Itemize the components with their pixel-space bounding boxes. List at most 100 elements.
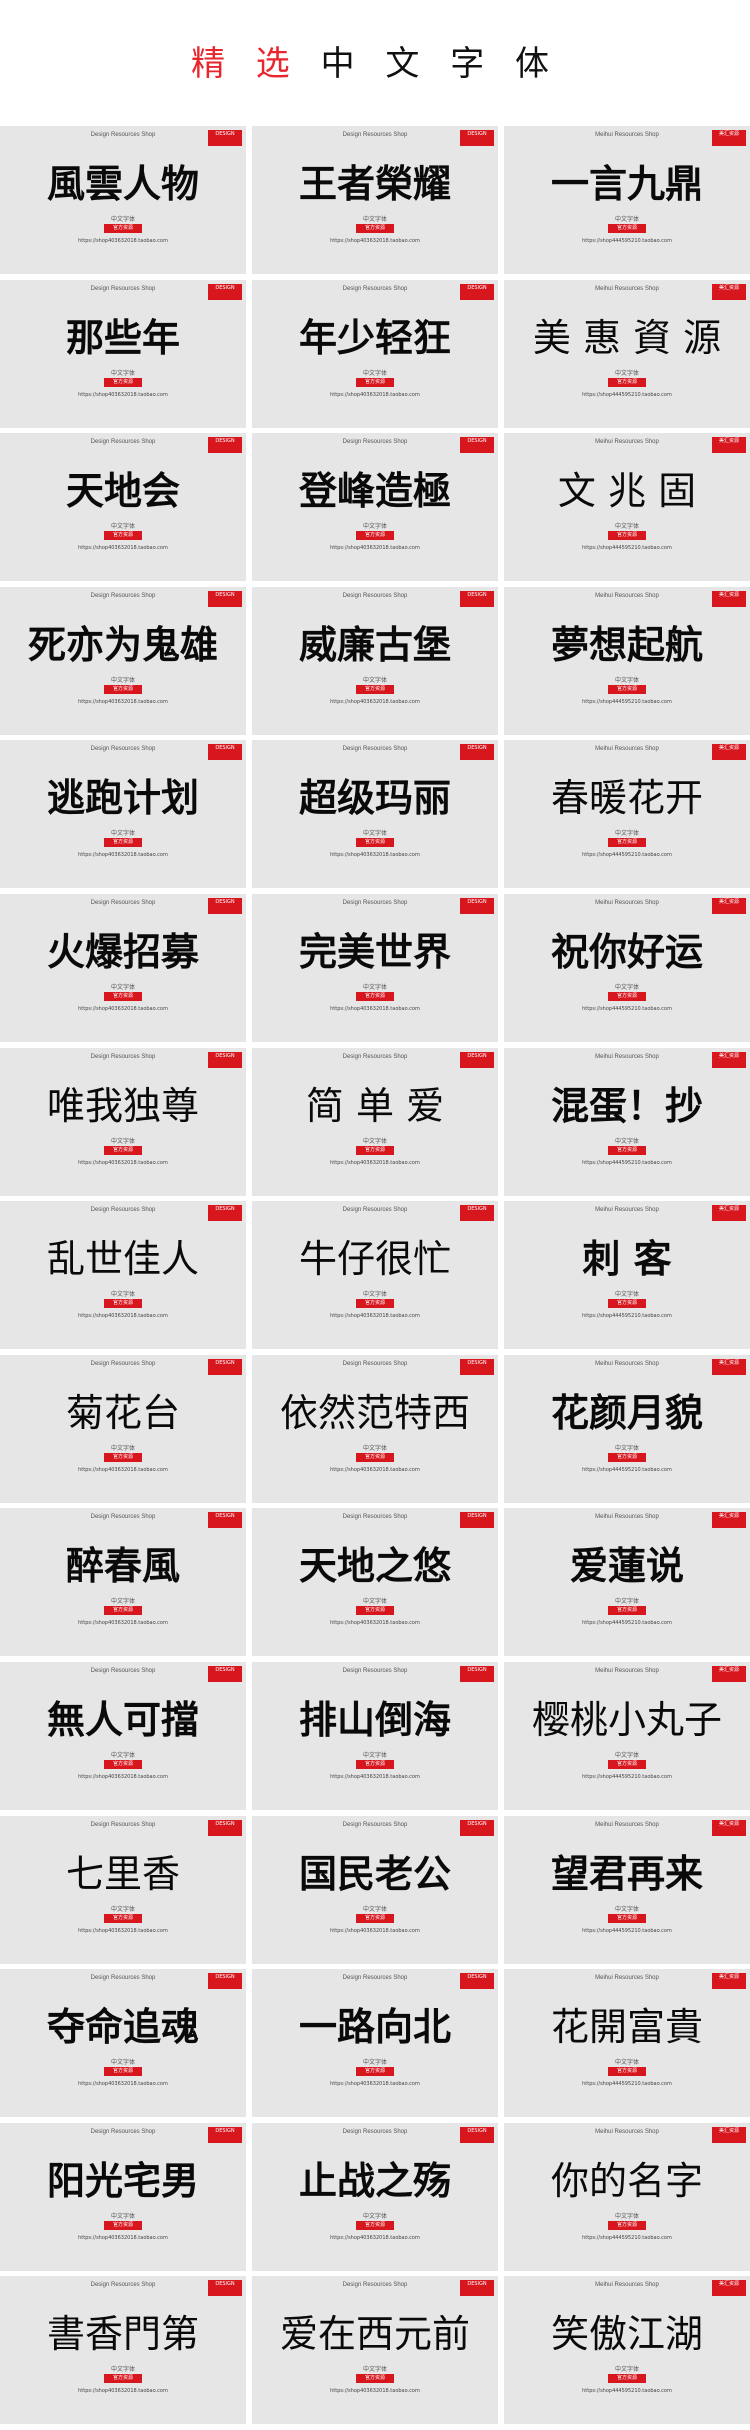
shop-button[interactable]: 官方资源 (104, 2067, 142, 2076)
shop-button[interactable]: 官方资源 (608, 838, 646, 847)
font-card[interactable]: DESIGN Design Resources Shop 王者榮耀 中文字体 官方资源 h… (252, 126, 498, 274)
shop-button[interactable]: 官方资源 (104, 531, 142, 540)
shop-button[interactable]: 官方资源 (608, 2067, 646, 2076)
font-card[interactable]: DESIGN Design Resources Shop 乱世佳人 中文字体 官方资源 h… (0, 1201, 246, 1349)
font-card[interactable]: DESIGN Design Resources Shop 醉春風 中文字体 官方资源 ht… (0, 1508, 246, 1656)
shop-url[interactable]: https://shop444595210.taobao.com (582, 545, 672, 551)
shop-button[interactable]: 官方资源 (104, 838, 142, 847)
font-card[interactable]: 美汇资源 Meihui Resources Shop 花開富貴 中文字体 官方资源 htt… (504, 1969, 750, 2117)
font-card[interactable]: 美汇资源 Meihui Resources Shop 樱桃小丸子 中文字体 官方资源 ht… (504, 1662, 750, 1810)
shop-url[interactable]: https://shop403632018.taobao.com (78, 2081, 168, 2087)
shop-button[interactable]: 官方资源 (356, 1914, 394, 1923)
shop-url[interactable]: https://shop444595210.taobao.com (582, 2081, 672, 2087)
shop-button[interactable]: 官方资源 (356, 1453, 394, 1462)
shop-url[interactable]: https://shop403632018.taobao.com (330, 1467, 420, 1473)
font-card[interactable]: 美汇资源 Meihui Resources Shop 望君再来 中文字体 官方资源 htt… (504, 1816, 750, 1964)
font-card[interactable]: DESIGN Design Resources Shop 那些年 中文字体 官方资源 ht… (0, 280, 246, 428)
shop-url[interactable]: https://shop403632018.taobao.com (78, 852, 168, 858)
font-card[interactable]: DESIGN Design Resources Shop 国民老公 中文字体 官方资源 h… (252, 1816, 498, 1964)
shop-button[interactable]: 官方资源 (104, 224, 142, 233)
shop-button[interactable]: 官方资源 (356, 992, 394, 1001)
shop-url[interactable]: https://shop403632018.taobao.com (330, 2235, 420, 2241)
shop-url[interactable]: https://shop403632018.taobao.com (330, 2081, 420, 2087)
shop-button[interactable]: 官方资源 (608, 992, 646, 1001)
font-card[interactable]: DESIGN Design Resources Shop 逃跑计划 中文字体 官方资源 h… (0, 740, 246, 888)
shop-button[interactable]: 官方资源 (608, 2221, 646, 2230)
shop-button[interactable]: 官方资源 (104, 378, 142, 387)
shop-url[interactable]: https://shop403632018.taobao.com (78, 1774, 168, 1780)
shop-url[interactable]: https://shop444595210.taobao.com (582, 1928, 672, 1934)
shop-url[interactable]: https://shop444595210.taobao.com (582, 1160, 672, 1166)
font-card[interactable]: DESIGN Design Resources Shop 止战之殇 中文字体 官方资源 h… (252, 2123, 498, 2271)
shop-url[interactable]: https://shop403632018.taobao.com (330, 2388, 420, 2394)
font-card[interactable]: 美汇资源 Meihui Resources Shop 混蛋！抄 中文字体 官方资源 htt… (504, 1048, 750, 1196)
font-card[interactable]: 美汇资源 Meihui Resources Shop 花颜月貌 中文字体 官方资源 htt… (504, 1355, 750, 1503)
shop-button[interactable]: 官方资源 (608, 1299, 646, 1308)
shop-button[interactable]: 官方资源 (356, 685, 394, 694)
shop-url[interactable]: https://shop403632018.taobao.com (330, 1928, 420, 1934)
shop-url[interactable]: https://shop403632018.taobao.com (78, 392, 168, 398)
font-card[interactable]: DESIGN Design Resources Shop 年少轻狂 中文字体 官方资源 h… (252, 280, 498, 428)
shop-url[interactable]: https://shop403632018.taobao.com (330, 545, 420, 551)
font-card[interactable]: DESIGN Design Resources Shop 火爆招募 中文字体 官方资源 h… (0, 894, 246, 1042)
shop-button[interactable]: 官方资源 (608, 1760, 646, 1769)
shop-button[interactable]: 官方资源 (356, 2374, 394, 2383)
shop-button[interactable]: 官方资源 (104, 1914, 142, 1923)
shop-button[interactable]: 官方资源 (608, 1453, 646, 1462)
font-card[interactable]: 美汇资源 Meihui Resources Shop 夢想起航 中文字体 官方资源 htt… (504, 587, 750, 735)
shop-button[interactable]: 官方资源 (356, 1606, 394, 1615)
shop-url[interactable]: https://shop403632018.taobao.com (78, 1928, 168, 1934)
shop-url[interactable]: https://shop403632018.taobao.com (330, 1620, 420, 1626)
shop-button[interactable]: 官方资源 (608, 685, 646, 694)
shop-url[interactable]: https://shop403632018.taobao.com (78, 1160, 168, 1166)
shop-url[interactable]: https://shop444595210.taobao.com (582, 1620, 672, 1626)
shop-button[interactable]: 官方资源 (104, 1760, 142, 1769)
shop-url[interactable]: https://shop403632018.taobao.com (330, 1313, 420, 1319)
shop-button[interactable]: 官方资源 (356, 1760, 394, 1769)
shop-url[interactable]: https://shop403632018.taobao.com (78, 1620, 168, 1626)
font-card[interactable]: DESIGN Design Resources Shop 七里香 中文字体 官方资源 ht… (0, 1816, 246, 1964)
shop-url[interactable]: https://shop444595210.taobao.com (582, 238, 672, 244)
font-card[interactable]: 美汇资源 Meihui Resources Shop 一言九鼎 中文字体 官方资源 htt… (504, 126, 750, 274)
font-card[interactable]: 美汇资源 Meihui Resources Shop 春暖花开 中文字体 官方资源 htt… (504, 740, 750, 888)
shop-button[interactable]: 官方资源 (356, 531, 394, 540)
font-card[interactable]: 美汇资源 Meihui Resources Shop 爱蓮说 中文字体 官方资源 http… (504, 1508, 750, 1656)
font-card[interactable]: 美汇资源 Meihui Resources Shop 祝你好运 中文字体 官方资源 htt… (504, 894, 750, 1042)
shop-url[interactable]: https://shop403632018.taobao.com (330, 1006, 420, 1012)
shop-button[interactable]: 官方资源 (356, 1146, 394, 1155)
font-card[interactable]: DESIGN Design Resources Shop 阳光宅男 中文字体 官方资源 h… (0, 2123, 246, 2271)
shop-button[interactable]: 官方资源 (356, 2067, 394, 2076)
font-card[interactable]: DESIGN Design Resources Shop 一路向北 中文字体 官方资源 h… (252, 1969, 498, 2117)
shop-url[interactable]: https://shop444595210.taobao.com (582, 699, 672, 705)
shop-button[interactable]: 官方资源 (608, 2374, 646, 2383)
shop-url[interactable]: https://shop444595210.taobao.com (582, 1467, 672, 1473)
shop-url[interactable]: https://shop403632018.taobao.com (330, 1160, 420, 1166)
font-card[interactable]: DESIGN Design Resources Shop 天地之悠 中文字体 官方资源 h… (252, 1508, 498, 1656)
shop-url[interactable]: https://shop403632018.taobao.com (78, 1467, 168, 1473)
shop-url[interactable]: https://shop403632018.taobao.com (78, 238, 168, 244)
shop-url[interactable]: https://shop403632018.taobao.com (78, 1006, 168, 1012)
font-card[interactable]: 美汇资源 Meihui Resources Shop 美 惠 資 源中文字体 官方资源… (504, 280, 750, 428)
font-card[interactable]: DESIGN Design Resources Shop 简 单 爱中文字体 官方资源… (252, 1048, 498, 1196)
shop-button[interactable]: 官方资源 (356, 838, 394, 847)
font-card[interactable]: DESIGN Design Resources Shop 完美世界 中文字体 官方资源 h… (252, 894, 498, 1042)
font-card[interactable]: DESIGN Design Resources Shop 無人可擋 中文字体 官方资源 h… (0, 1662, 246, 1810)
font-card[interactable]: DESIGN Design Resources Shop 死亦为鬼雄 中文字体 官方资源… (0, 587, 246, 735)
font-card[interactable]: 美汇资源 Meihui Resources Shop 笑傲江湖 中文字体 官方资源 htt… (504, 2276, 750, 2424)
shop-button[interactable]: 官方资源 (608, 378, 646, 387)
shop-url[interactable]: https://shop444595210.taobao.com (582, 2235, 672, 2241)
font-card[interactable]: DESIGN Design Resources Shop 夺命追魂 中文字体 官方资源 h… (0, 1969, 246, 2117)
shop-button[interactable]: 官方资源 (356, 378, 394, 387)
shop-button[interactable]: 官方资源 (104, 1453, 142, 1462)
shop-button[interactable]: 官方资源 (608, 1914, 646, 1923)
shop-button[interactable]: 官方资源 (356, 2221, 394, 2230)
shop-button[interactable]: 官方资源 (104, 2221, 142, 2230)
font-card[interactable]: 美汇资源 Meihui Resources Shop 文 兆 固中文字体 官方资源 ht… (504, 433, 750, 581)
shop-url[interactable]: https://shop403632018.taobao.com (78, 1313, 168, 1319)
shop-url[interactable]: https://shop444595210.taobao.com (582, 852, 672, 858)
shop-button[interactable]: 官方资源 (104, 685, 142, 694)
shop-button[interactable]: 官方资源 (608, 224, 646, 233)
shop-url[interactable]: https://shop403632018.taobao.com (330, 852, 420, 858)
shop-url[interactable]: https://shop444595210.taobao.com (582, 392, 672, 398)
font-card[interactable]: DESIGN Design Resources Shop 威廉古堡 中文字体 官方资源 h… (252, 587, 498, 735)
